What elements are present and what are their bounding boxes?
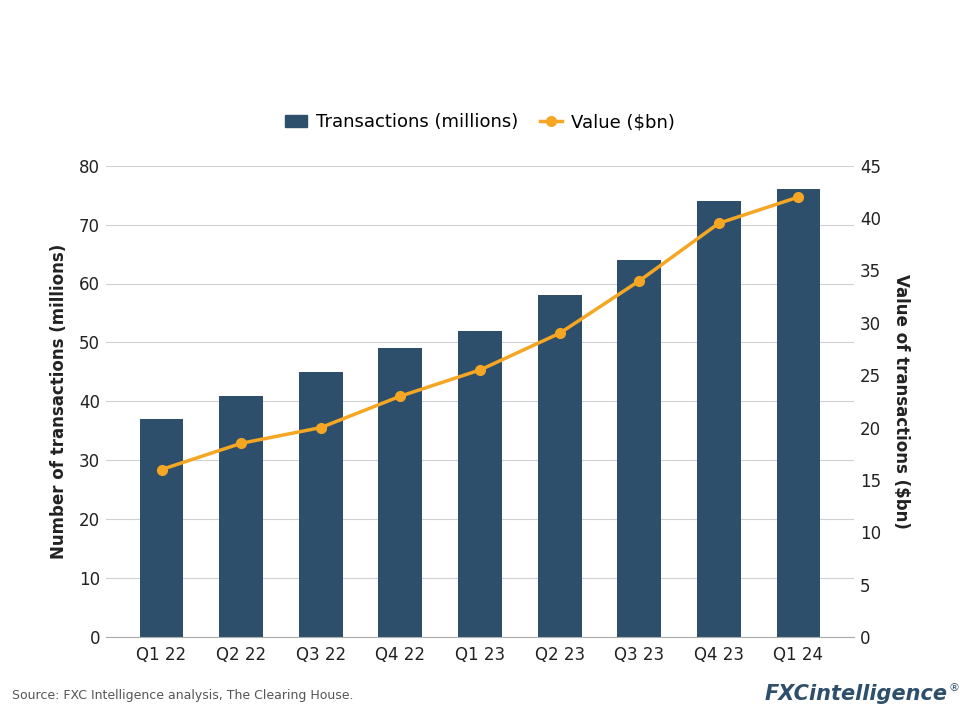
Text: Source: FXC Intelligence analysis, The Clearing House.: Source: FXC Intelligence analysis, The C… — [12, 689, 354, 702]
Legend: Transactions (millions), Value ($bn): Transactions (millions), Value ($bn) — [278, 107, 682, 139]
Text: FXCintelligence: FXCintelligence — [764, 684, 948, 704]
Text: Real-time payments on the rise for the Clearing House’s RTP: Real-time payments on the rise for the C… — [12, 29, 960, 56]
Text: ®: ® — [948, 683, 959, 693]
Bar — [697, 201, 741, 637]
Bar — [219, 395, 263, 637]
Bar — [538, 295, 582, 637]
Y-axis label: Number of transactions (millions): Number of transactions (millions) — [50, 244, 68, 559]
Y-axis label: Value of transactions ($bn): Value of transactions ($bn) — [892, 274, 910, 528]
Bar — [777, 189, 821, 637]
Bar — [617, 260, 661, 637]
Text: Quarterly number and value of transactions for RTP, 2022-2024: Quarterly number and value of transactio… — [12, 82, 635, 101]
Bar — [139, 419, 183, 637]
Bar — [458, 330, 502, 637]
Bar — [299, 372, 343, 637]
Bar — [378, 348, 422, 637]
